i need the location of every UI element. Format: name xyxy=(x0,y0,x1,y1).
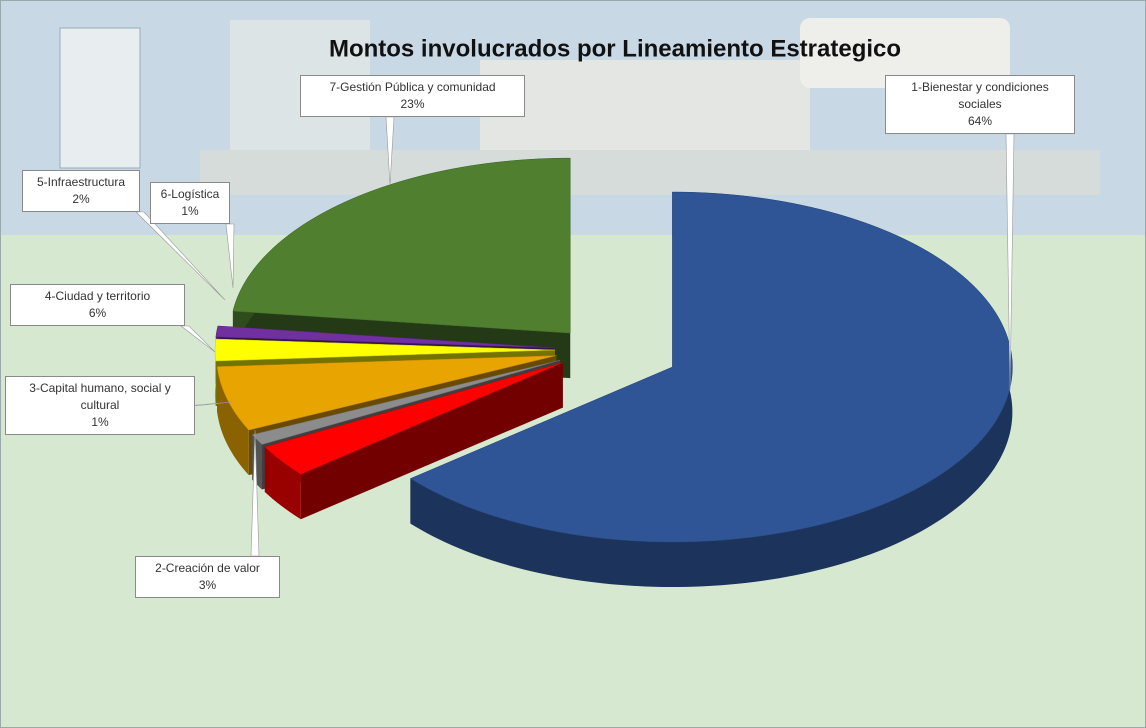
data-label-name: 3-Capital humano, social y cultural xyxy=(29,381,171,412)
slice xyxy=(214,338,556,362)
leader-line xyxy=(385,116,395,186)
data-label-value: 2% xyxy=(72,192,90,206)
slice-side xyxy=(217,366,249,476)
slice-side xyxy=(410,192,1013,588)
data-label-value: 1% xyxy=(181,204,199,218)
building xyxy=(200,150,1100,195)
data-label-value: 3% xyxy=(198,578,217,592)
data-label: 2-Creación de valor 3% xyxy=(135,556,280,598)
pie xyxy=(214,157,1013,588)
data-label-name: 5-Infraestructura xyxy=(36,175,126,189)
leader-line xyxy=(225,223,235,289)
data-label: 7-Gestión Pública y comunidad 23% xyxy=(300,75,525,117)
leader-line xyxy=(1005,133,1015,391)
data-label-name: 4-Ciudad y territorio xyxy=(44,289,151,303)
data-label: 6-Logística 1% xyxy=(150,182,230,224)
data-label: 3-Capital humano, social y cultural 1% xyxy=(5,376,195,435)
data-label-name: 1-Bienestar y condiciones sociales xyxy=(911,80,1049,111)
logo-panel xyxy=(800,18,1010,88)
slice xyxy=(264,362,563,475)
slice xyxy=(409,191,1013,543)
data-label-value: 23% xyxy=(400,97,425,111)
slice-cut-face xyxy=(264,362,563,492)
leaders xyxy=(135,116,1015,557)
data-label-value: 6% xyxy=(88,306,107,320)
data-label: 1-Bienestar y condiciones sociales 64% xyxy=(885,75,1075,134)
data-label-name: 7-Gestión Pública y comunidad xyxy=(329,80,496,94)
leader-line xyxy=(180,325,216,353)
chart-title: Montos involucrados por Lineamiento Estr… xyxy=(329,35,901,62)
data-label-value: 64% xyxy=(967,114,993,128)
slice xyxy=(215,325,556,349)
data-label-name: 6-Logística xyxy=(160,187,220,201)
data-label-value: 1% xyxy=(91,415,109,429)
slice xyxy=(251,359,560,445)
leader-line xyxy=(190,401,233,406)
slice xyxy=(232,157,571,334)
logo-panel xyxy=(59,27,141,169)
slice xyxy=(216,355,557,431)
data-label: 5-Infraestructura 2% xyxy=(22,170,140,212)
data-label-name: 2-Creación de valor xyxy=(155,561,260,575)
slice-side xyxy=(264,446,301,520)
data-label: 4-Ciudad y territorio 6% xyxy=(10,284,185,326)
leader-line xyxy=(135,211,226,301)
